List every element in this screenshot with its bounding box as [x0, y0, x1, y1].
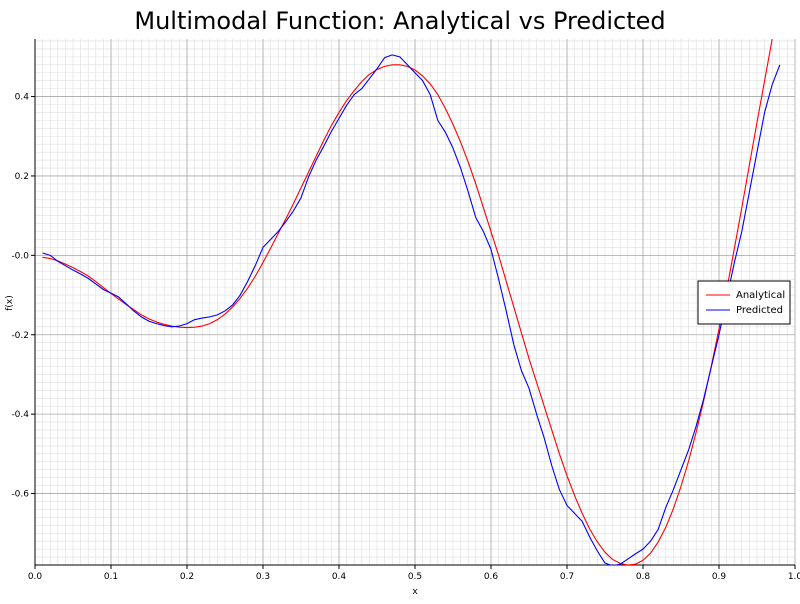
legend-label-predicted: Predicted [736, 305, 783, 316]
x-tick-label: 0.4 [332, 572, 347, 582]
x-tick-label: 0.3 [256, 572, 270, 582]
y-tick-label: -0.0 [11, 251, 29, 261]
x-axis-label: x [412, 587, 418, 597]
y-tick-label: -0.6 [11, 490, 29, 500]
x-tick-label: 0.7 [560, 572, 574, 582]
chart-title: Multimodal Function: Analytical vs Predi… [134, 7, 665, 35]
x-tick-label: 0.5 [408, 572, 422, 582]
series-line-predicted [42, 54, 781, 565]
legend: Analytical Predicted [697, 280, 791, 325]
x-tick-label: 1.0 [788, 572, 800, 582]
x-ticks: 0.0 0.1 0.2 0.3 0.4 0.5 0.6 0.7 0.8 0.9 1.0 [28, 565, 800, 582]
x-tick-label: 0.9 [712, 572, 727, 582]
legend-box [697, 280, 791, 325]
x-tick-label: 0.1 [104, 572, 118, 582]
x-tick-label: 0.2 [180, 572, 194, 582]
y-tick-label: 0.4 [15, 93, 30, 103]
series-line-analytical [42, 39, 773, 565]
x-tick-label: 0.0 [28, 572, 43, 582]
y-tick-label: 0.2 [15, 172, 29, 182]
y-ticks: -0.6 -0.4 -0.2 -0.0 0.2 0.4 [11, 93, 35, 500]
y-axis-label: f(x) [5, 295, 15, 311]
series-layer [42, 39, 781, 565]
x-tick-label: 0.6 [484, 572, 499, 582]
legend-label-analytical: Analytical [736, 290, 785, 301]
grid-major [34, 39, 796, 565]
y-tick-label: -0.4 [11, 410, 29, 420]
x-tick-label: 0.8 [636, 572, 651, 582]
y-tick-label: -0.2 [11, 331, 29, 341]
